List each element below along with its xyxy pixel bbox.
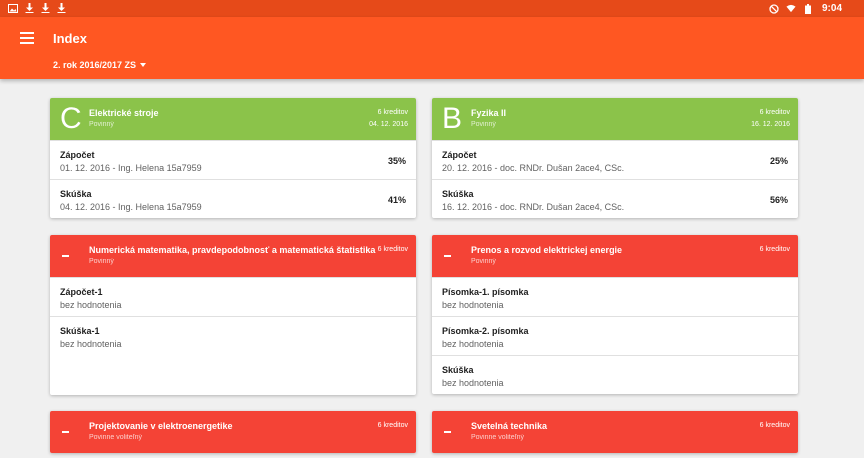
course-card[interactable]: Svetelná technika Povinne voliteľný 6 kr… xyxy=(432,411,798,453)
download-icon xyxy=(56,3,66,13)
assessment-title: Zápočet xyxy=(60,150,95,160)
course-card[interactable]: C Elektrické stroje Povinný 6 kreditov 0… xyxy=(50,98,416,218)
assessment-detail: bez hodnotenia xyxy=(442,339,504,349)
course-card[interactable]: Prenos a rozvod elektrickej energie Povi… xyxy=(432,235,798,394)
course-credits: 6 kreditov xyxy=(759,109,790,116)
no-grade-dash xyxy=(444,431,451,433)
course-credits: 6 kreditov xyxy=(377,422,408,429)
semester-dropdown[interactable]: 2. rok 2016/2017 ZS xyxy=(53,60,147,70)
course-credits: 6 kreditov xyxy=(377,246,408,253)
assessment-title: Písomka-1. písomka xyxy=(442,287,529,297)
course-name: Elektrické stroje xyxy=(89,108,159,118)
assessment-score: 56% xyxy=(769,195,788,205)
assessment-row[interactable]: Skúška 04. 12. 2016 - Ing. Helena 15a795… xyxy=(50,179,416,218)
card-header: Numerická matematika, pravdepodobnosť a … xyxy=(50,235,416,277)
assessment-detail: bez hodnotenia xyxy=(442,378,504,388)
battery-icon xyxy=(803,3,813,14)
download-icon xyxy=(40,3,50,13)
course-card[interactable]: B Fyzika II Povinný 6 kreditov 16. 12. 2… xyxy=(432,98,798,218)
status-time: 9:04 xyxy=(821,3,842,14)
wifi-icon xyxy=(786,4,796,14)
assessment-title: Zápočet-1 xyxy=(60,287,103,297)
assessment-title: Zápočet xyxy=(442,150,477,160)
assessment-row[interactable]: Zápočet-1 bez hodnotenia xyxy=(50,277,416,316)
assessment-detail: bez hodnotenia xyxy=(60,339,122,349)
semester-label: 2. rok 2016/2017 ZS xyxy=(53,60,137,70)
course-type: Povinný xyxy=(471,121,496,128)
assessment-row[interactable]: Skúška bez hodnotenia xyxy=(432,355,798,394)
course-date: 16. 12. 2016 xyxy=(751,121,790,128)
assessment-detail: bez hodnotenia xyxy=(442,300,504,310)
assessment-row[interactable]: Písomka-1. písomka bez hodnotenia xyxy=(432,277,798,316)
course-credits: 6 kreditov xyxy=(377,109,408,116)
assessment-row[interactable]: Zápočet 01. 12. 2016 - Ing. Helena 15a79… xyxy=(50,140,416,179)
no-grade-dash xyxy=(444,255,451,257)
course-name: Svetelná technika xyxy=(471,421,548,431)
card-header: Prenos a rozvod elektrickej energie Povi… xyxy=(432,235,798,277)
course-type: Povinne voliteľný xyxy=(89,434,143,441)
assessment-score: 41% xyxy=(387,195,406,205)
page-title: Index xyxy=(53,31,87,46)
caret-down-icon xyxy=(140,63,147,67)
block-icon xyxy=(769,3,779,14)
assessment-title: Skúška xyxy=(60,189,92,199)
course-card[interactable]: Numerická matematika, pravdepodobnosť a … xyxy=(50,235,416,395)
course-credits: 6 kreditov xyxy=(759,246,790,253)
assessment-row[interactable]: Zápočet 20. 12. 2016 - doc. RNDr. Dušan … xyxy=(432,140,798,179)
course-type: Povinný xyxy=(89,121,114,128)
assessment-row[interactable]: Písomka-2. písomka bez hodnotenia xyxy=(432,316,798,355)
grade-letter: C xyxy=(60,102,82,135)
assessment-title: Skúška xyxy=(442,189,474,199)
download-icon xyxy=(24,3,34,13)
course-credits: 6 kreditov xyxy=(759,422,790,429)
course-date: 04. 12. 2016 xyxy=(369,121,408,128)
card-header: C Elektrické stroje Povinný 6 kreditov 0… xyxy=(50,98,416,140)
assessment-row[interactable]: Skúška-1 bez hodnotenia xyxy=(50,316,416,355)
no-grade-dash xyxy=(62,255,69,257)
assessment-title: Skúška xyxy=(442,365,474,375)
assessment-title: Skúška-1 xyxy=(60,326,100,336)
assessment-detail: 16. 12. 2016 - doc. RNDr. Dušan 2ace4, C… xyxy=(442,202,625,212)
assessment-score: 35% xyxy=(387,156,406,166)
assessment-detail: bez hodnotenia xyxy=(60,300,122,310)
image-icon xyxy=(8,3,18,13)
card-header: B Fyzika II Povinný 6 kreditov 16. 12. 2… xyxy=(432,98,798,140)
assessment-detail: 20. 12. 2016 - doc. RNDr. Dušan 2ace4, C… xyxy=(442,163,625,173)
card-header: Projektovanie v elektroenergetike Povinn… xyxy=(50,411,416,453)
status-bar: 9:04 xyxy=(0,0,864,17)
course-name: Numerická matematika, pravdepodobnosť a … xyxy=(89,245,376,255)
course-name: Prenos a rozvod elektrickej energie xyxy=(471,245,623,255)
card-header: Svetelná technika Povinne voliteľný 6 kr… xyxy=(432,411,798,453)
course-name: Projektovanie v elektroenergetike xyxy=(89,421,233,431)
assessment-row[interactable]: Skúška 16. 12. 2016 - doc. RNDr. Dušan 2… xyxy=(432,179,798,218)
course-type: Povinne voliteľný xyxy=(471,434,525,441)
assessment-detail: 04. 12. 2016 - Ing. Helena 15a7959 xyxy=(60,202,202,212)
app-bar: Index 2. rok 2016/2017 ZS xyxy=(0,17,864,79)
assessment-detail: 01. 12. 2016 - Ing. Helena 15a7959 xyxy=(60,163,202,173)
assessment-title: Písomka-2. písomka xyxy=(442,326,529,336)
no-grade-dash xyxy=(62,431,69,433)
course-type: Povinný xyxy=(471,258,496,265)
grade-letter: B xyxy=(442,102,463,135)
menu-icon[interactable] xyxy=(20,32,34,44)
assessment-score: 25% xyxy=(769,156,788,166)
course-type: Povinný xyxy=(89,258,114,265)
course-card[interactable]: Projektovanie v elektroenergetike Povinn… xyxy=(50,411,416,453)
course-name: Fyzika II xyxy=(471,108,507,118)
